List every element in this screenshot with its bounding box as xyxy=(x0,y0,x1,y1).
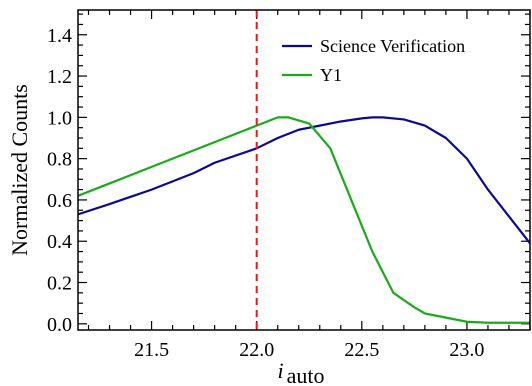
y-axis-title: Normalized Counts xyxy=(7,84,32,256)
x-tick-label: 22.5 xyxy=(344,339,379,361)
tick-layer xyxy=(78,10,531,330)
x-tick-label: 22.0 xyxy=(239,339,274,361)
x-axis-title-subscript: auto xyxy=(287,363,325,386)
y-tick-label: 1.0 xyxy=(47,107,72,129)
legend-label-y1: Y1 xyxy=(320,65,342,85)
series-layer xyxy=(78,116,530,324)
y-tick-label: 0.8 xyxy=(47,149,72,171)
y-tick-label: 1.4 xyxy=(47,25,72,47)
y-tick-label: 1.2 xyxy=(47,66,72,88)
legend-label-science-verification: Science Verification xyxy=(320,36,465,56)
x-axis-title-main: i xyxy=(277,358,283,383)
x-axis-title: i auto xyxy=(277,358,324,386)
tick-label-layer: 21.5 22.0 22.5 23.0 0.0 0.2 0.4 0.6 0.8 1.0 1.2 1.4 xyxy=(47,25,484,361)
y-tick-label: 0.2 xyxy=(47,273,72,295)
legend: Science Verification Y1 xyxy=(282,36,465,85)
y-tick-label: 0.4 xyxy=(47,231,72,253)
series-line-science-verification xyxy=(78,116,530,245)
x-tick-label: 21.5 xyxy=(134,339,169,361)
x-tick-label: 23.0 xyxy=(449,339,484,361)
y-tick-label: 0.6 xyxy=(47,190,72,212)
plot-frame xyxy=(77,9,531,331)
series-line-y1 xyxy=(78,116,530,324)
y-tick-label: 0.0 xyxy=(47,314,72,336)
